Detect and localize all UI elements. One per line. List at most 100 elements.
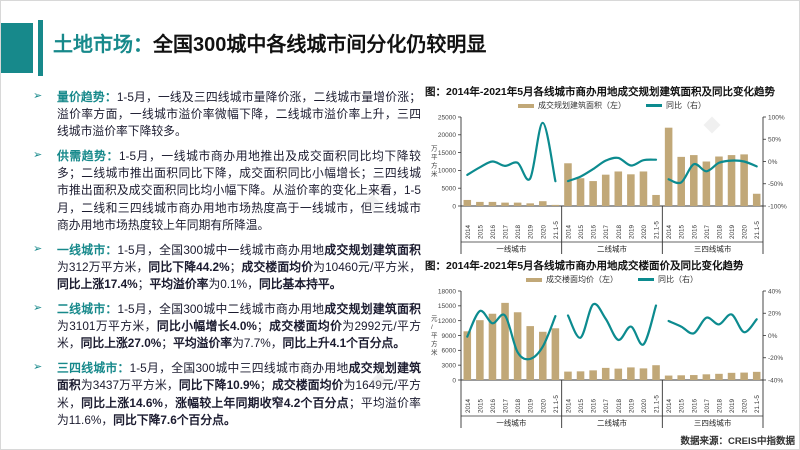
right-axis-tick: 0% — [768, 159, 778, 166]
bar — [513, 312, 522, 380]
x-axis-tick: 2020 — [742, 398, 749, 413]
bullet-arrow-icon: ➢ — [33, 361, 43, 374]
y-axis-title-char: 元 — [431, 314, 438, 322]
bullet-arrow-icon: ➢ — [33, 242, 43, 255]
bar — [702, 374, 711, 380]
bar — [576, 178, 585, 206]
bullet-text-segment: 同比上涨14.6% — [81, 395, 163, 410]
x-axis-tick: 2015 — [679, 224, 686, 239]
x-axis-tick: 2015 — [578, 398, 585, 413]
bar — [752, 371, 761, 380]
bullet-text-segment: 成交规划建筑面积 — [324, 302, 421, 317]
bullet-label: 量价趋势： — [57, 90, 117, 104]
bullet-label: 一线城市： — [57, 242, 118, 257]
page-title: 土地市场：全国300城中各线城市间分化仍较明显 — [53, 31, 486, 59]
bar — [715, 373, 723, 380]
bullet-arrow-icon: ➢ — [33, 149, 43, 162]
x-axis-tick: 2016 — [691, 398, 698, 413]
right-axis-tick: 20% — [768, 311, 781, 318]
bar — [513, 202, 522, 206]
bar — [501, 302, 509, 380]
bar — [614, 368, 623, 380]
header-accent-bar — [38, 20, 43, 76]
bullet-item-3: ➢ 二线城市：1-5月，全国300城中二线城市商办用地成交规划建筑面积为3101万… — [31, 301, 421, 352]
right-axis-tick: -50% — [768, 181, 783, 188]
bullet-arrow-icon: ➢ — [33, 90, 43, 102]
bullet-text-segment: 同比小幅增长4.0% — [156, 319, 257, 334]
left-axis-tick: 15000 — [438, 303, 456, 310]
bar — [702, 161, 711, 206]
group-label: 一线城市 — [496, 244, 526, 254]
bullet-text-segment: ； — [137, 276, 150, 291]
x-axis-tick: 2015 — [477, 224, 484, 239]
chart-plot-area: 0 5000 10000 15000 20000 25000 -100% -50% 0% 50% 1… — [425, 112, 799, 257]
bar — [677, 375, 685, 380]
bar — [463, 199, 472, 206]
line-legend-swatch — [646, 104, 662, 107]
bar-series-二线城市 — [564, 365, 660, 380]
bullet-item-4: ➢ 三四线城市：1-5月，全国300城中三四线城市商办用地成交规划建筑面积为343… — [31, 360, 421, 428]
y-axis-title-char: 米 — [431, 169, 438, 178]
chart-legend: 成交楼面均价（左） 同比（右） — [425, 273, 799, 286]
bullet-text-segment: ； — [260, 378, 272, 393]
x-axis-tick: 2018 — [515, 398, 522, 413]
x-axis-tick: 2014 — [666, 398, 673, 413]
chart-title-area: 图：2014年-2021年5月各线城市商办用地成交规划建筑面积及同比变化趋势 — [425, 86, 776, 98]
page-title-accent: 土地市场： — [53, 34, 153, 56]
group-label: 三四线城市 — [694, 418, 732, 428]
bullet-text-segment: 成交楼面均价 — [241, 259, 314, 274]
bullet-text-segment: 为0.1%， — [208, 276, 259, 291]
left-axis-tick: 12000 — [438, 318, 456, 325]
bar — [488, 313, 497, 380]
bullet-label: 二线城市： — [57, 302, 118, 317]
chart-svg: 0 5000 10000 15000 20000 25000 -100% -50% 0% 50% 1… — [431, 114, 787, 254]
bar — [601, 174, 610, 206]
trend-line-一线城市 — [466, 121, 557, 183]
x-axis-tick: 2019 — [729, 398, 736, 413]
bullet-text-segment: 同比上升4.1个百分点。 — [282, 336, 406, 351]
bar — [664, 127, 673, 206]
x-axis-tick: 2017 — [603, 224, 610, 239]
bullet-text-segment: ； — [256, 319, 269, 334]
legend-label-line: 同比（右） — [666, 101, 706, 110]
bar — [589, 181, 597, 206]
x-axis-tick: 21.1-5 — [754, 221, 761, 239]
legend-item-bars: 成交规划建筑面积（左） — [518, 100, 626, 111]
bullet-text-segment: 为7.7%， — [232, 336, 283, 351]
x-axis-tick: 2016 — [591, 398, 598, 413]
y-axis-title-char: / — [431, 324, 433, 331]
legend-item-line: 同比（右） — [638, 274, 698, 285]
legend-label-line: 同比（右） — [658, 275, 698, 284]
x-axis-tick: 2014 — [666, 224, 673, 239]
bar — [752, 193, 761, 206]
legend-label-bars: 成交楼面均价（左） — [546, 275, 618, 284]
left-axis-tick: 6000 — [442, 348, 457, 355]
bullet-text-segment: 为1649元/平方米， — [57, 378, 421, 410]
left-axis-tick: 9000 — [442, 333, 457, 340]
bar — [551, 204, 560, 206]
bullet-text-segment: 为312万平方米， — [57, 259, 149, 274]
right-axis-tick: 100% — [768, 114, 785, 121]
bar — [476, 201, 484, 206]
bar — [539, 331, 547, 380]
chart-svg: 0 3000 6000 9000 12000 15000 18000 -40% -20% 0% 20… — [431, 288, 783, 428]
bar — [639, 368, 648, 380]
bullet-arrow-icon: ➢ — [33, 302, 43, 315]
chart-figure-area: 图：2014年-2021年5月各线城市商办用地成交规划建筑面积及同比变化趋势 成… — [425, 85, 799, 257]
bullet-label: 三四线城市： — [57, 361, 130, 376]
left-axis-tick: 0 — [452, 203, 456, 210]
bullet-text-segment: ； — [161, 336, 174, 351]
right-axis-tick: -100% — [768, 203, 787, 210]
bullet-item-0: ➢ 量价趋势：1-5月，一线及三四线城市量降价涨，二线城市量增价涨；溢价率方面，一… — [31, 89, 421, 140]
bullet-text-segment: ；平均溢价率为11.6%， — [57, 395, 421, 427]
x-axis-tick: 2019 — [628, 398, 635, 413]
y-axis-title-char: 米 — [431, 347, 438, 356]
x-axis-tick: 2014 — [465, 398, 472, 413]
bullet-item-2: ➢ 一线城市：1-5月，全国300城中一线城市商办用地成交规划建筑面积为312万平… — [31, 242, 421, 293]
bar-series-三四线城市 — [664, 371, 761, 380]
bar — [690, 155, 698, 206]
bullet-text-segment: 为10460元/平方米， — [313, 259, 421, 274]
y-axis-title-char: 万 — [431, 145, 438, 153]
bar — [488, 201, 497, 206]
